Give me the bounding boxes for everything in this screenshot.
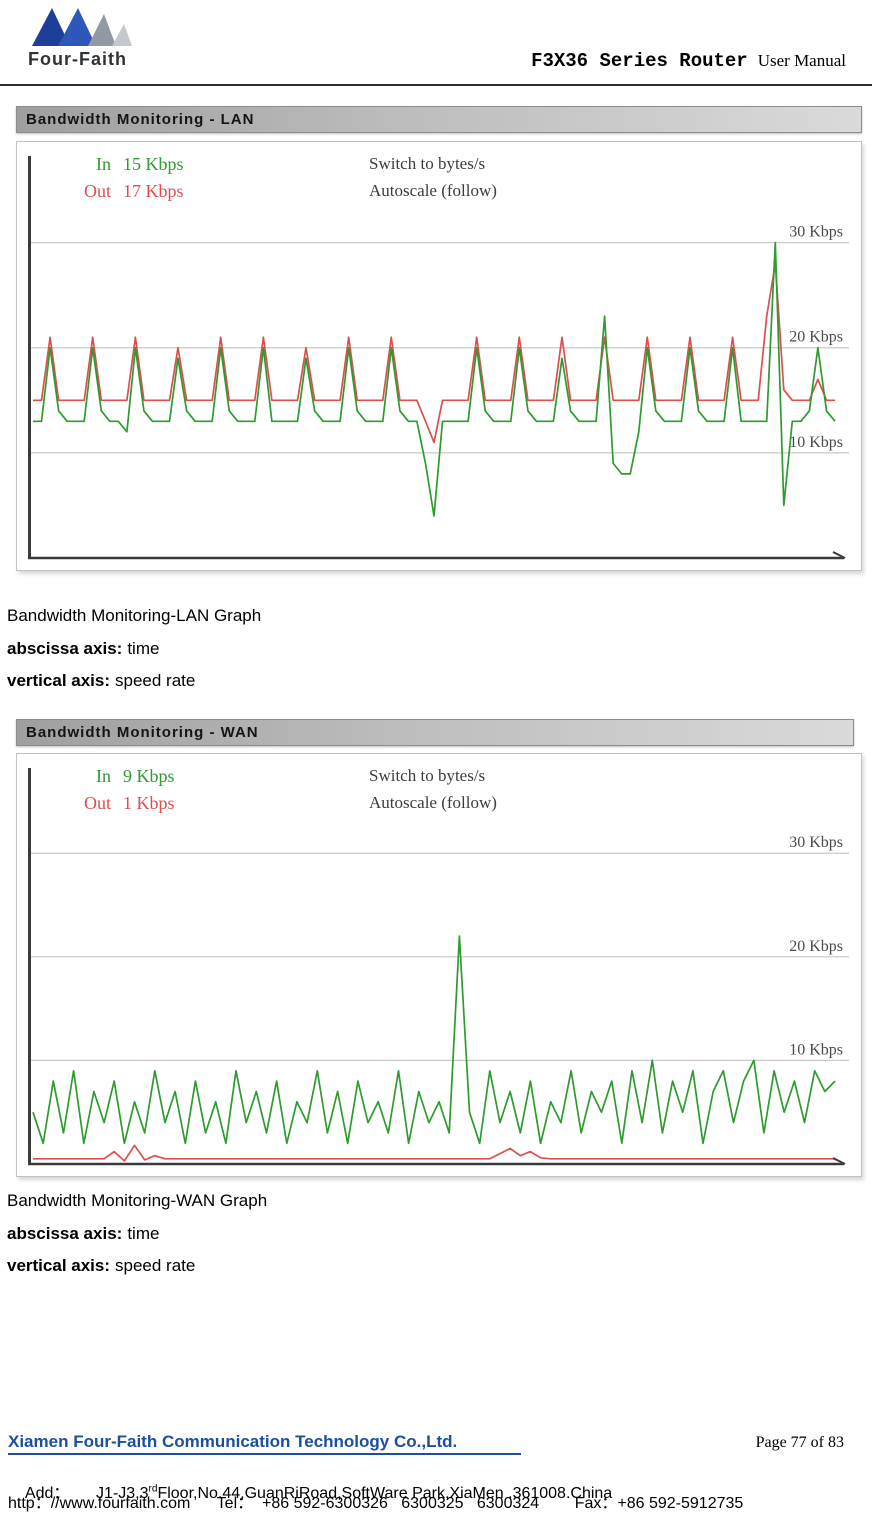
wan-graph-caption: Bandwidth Monitoring-WAN Graph	[7, 1191, 268, 1210]
lan-out-label: Out	[84, 181, 111, 201]
footer-page-number: Page 77 of 83	[755, 1434, 844, 1451]
wan-abscissa-value: time	[127, 1224, 160, 1243]
wan-out-value: 1 Kbps	[123, 793, 175, 813]
lan-abscissa-note: abscissa axis: time	[7, 639, 159, 659]
wan-autoscale-link[interactable]: Autoscale (follow)	[369, 793, 497, 812]
lan-graph-caption: Bandwidth Monitoring-LAN Graph	[7, 606, 262, 625]
lan-legend-in: In 15 Kbps	[69, 154, 184, 175]
svg-text:10 Kbps: 10 Kbps	[789, 1041, 843, 1058]
wan-abscissa-note: abscissa axis: time	[7, 1224, 159, 1244]
four-faith-logo-icon	[32, 8, 132, 46]
svg-text:10 Kbps: 10 Kbps	[789, 434, 843, 451]
wan-vertical-value: speed rate	[115, 1256, 196, 1275]
footer-company-name: Xiamen Four-Faith Communication Technolo…	[8, 1432, 522, 1455]
wan-switch-bytes-link[interactable]: Switch to bytes/s	[369, 766, 486, 785]
four-faith-logo: Four-Faith	[28, 4, 178, 70]
wan-out-label: Out	[84, 793, 111, 813]
document-title-main: F3X36 Series Router	[531, 50, 748, 72]
svg-text:30 Kbps: 30 Kbps	[789, 224, 843, 241]
footer-address-superscript: rd	[148, 1483, 158, 1495]
wan-legend-in: In 9 Kbps	[69, 766, 175, 787]
footer-address: Add： J1-J3,3rdFloor,No.44,GuanRiRoad,Sof…	[8, 1461, 612, 1521]
wan-abscissa-label: abscissa axis:	[7, 1224, 123, 1243]
wan-in-value: 9 Kbps	[123, 766, 175, 786]
lan-vertical-value: speed rate	[115, 671, 196, 690]
svg-text:20 Kbps: 20 Kbps	[789, 329, 843, 346]
footer-company-text: Xiamen Four-Faith Communication Technolo…	[8, 1432, 522, 1455]
lan-vertical-note: vertical axis: speed rate	[7, 671, 195, 691]
four-faith-logo-text: Four-Faith	[28, 49, 127, 69]
svg-text:30 Kbps: 30 Kbps	[789, 834, 843, 851]
wan-in-label: In	[96, 766, 111, 786]
svg-text:20 Kbps: 20 Kbps	[789, 938, 843, 955]
section-bar-wan: Bandwidth Monitoring - WAN	[16, 719, 854, 746]
lan-in-value: 15 Kbps	[123, 154, 184, 174]
lan-in-label: In	[96, 154, 111, 174]
lan-legend-out: Out 17 Kbps	[69, 181, 184, 202]
lan-bandwidth-chart: 10 Kbps 20 Kbps 30 Kbps	[28, 156, 849, 560]
footer-address-suffix: Floor,No.44,GuanRiRoad,SoftWare Park,Xia…	[157, 1485, 613, 1502]
lan-out-value: 17 Kbps	[123, 181, 184, 201]
lan-autoscale-link[interactable]: Autoscale (follow)	[369, 181, 497, 200]
lan-switch-bytes-link[interactable]: Switch to bytes/s	[369, 154, 486, 173]
section-bar-lan: Bandwidth Monitoring - LAN	[16, 106, 862, 133]
lan-abscissa-label: abscissa axis:	[7, 639, 123, 658]
lan-vertical-label: vertical axis:	[7, 671, 111, 690]
footer-contact: http：//www.fourfaith.com Tel： +86 592-63…	[8, 1495, 744, 1512]
wan-vertical-note: vertical axis: speed rate	[7, 1256, 195, 1276]
wan-legend-out: Out 1 Kbps	[69, 793, 175, 814]
section-bar-lan-title: Bandwidth Monitoring - LAN	[26, 111, 255, 128]
lan-bandwidth-graph: 10 Kbps 20 Kbps 30 Kbps In 15 Kbps Out 17 …	[16, 141, 862, 571]
lan-abscissa-value: time	[127, 639, 160, 658]
wan-bandwidth-graph: 10 Kbps 20 Kbps 30 Kbps In 9 Kbps Out 1 Kb…	[16, 753, 862, 1177]
section-bar-wan-title: Bandwidth Monitoring - WAN	[26, 724, 259, 741]
footer-address-prefix: Add： J1-J3,3	[24, 1485, 149, 1502]
wan-bandwidth-chart: 10 Kbps 20 Kbps 30 Kbps	[28, 768, 849, 1166]
page-header: Four-Faith F3X36 Series Router User Manu…	[0, 0, 872, 86]
document-title: F3X36 Series Router User Manual	[531, 50, 846, 72]
document-title-subtitle: User Manual	[757, 51, 846, 70]
wan-vertical-label: vertical axis:	[7, 1256, 111, 1275]
